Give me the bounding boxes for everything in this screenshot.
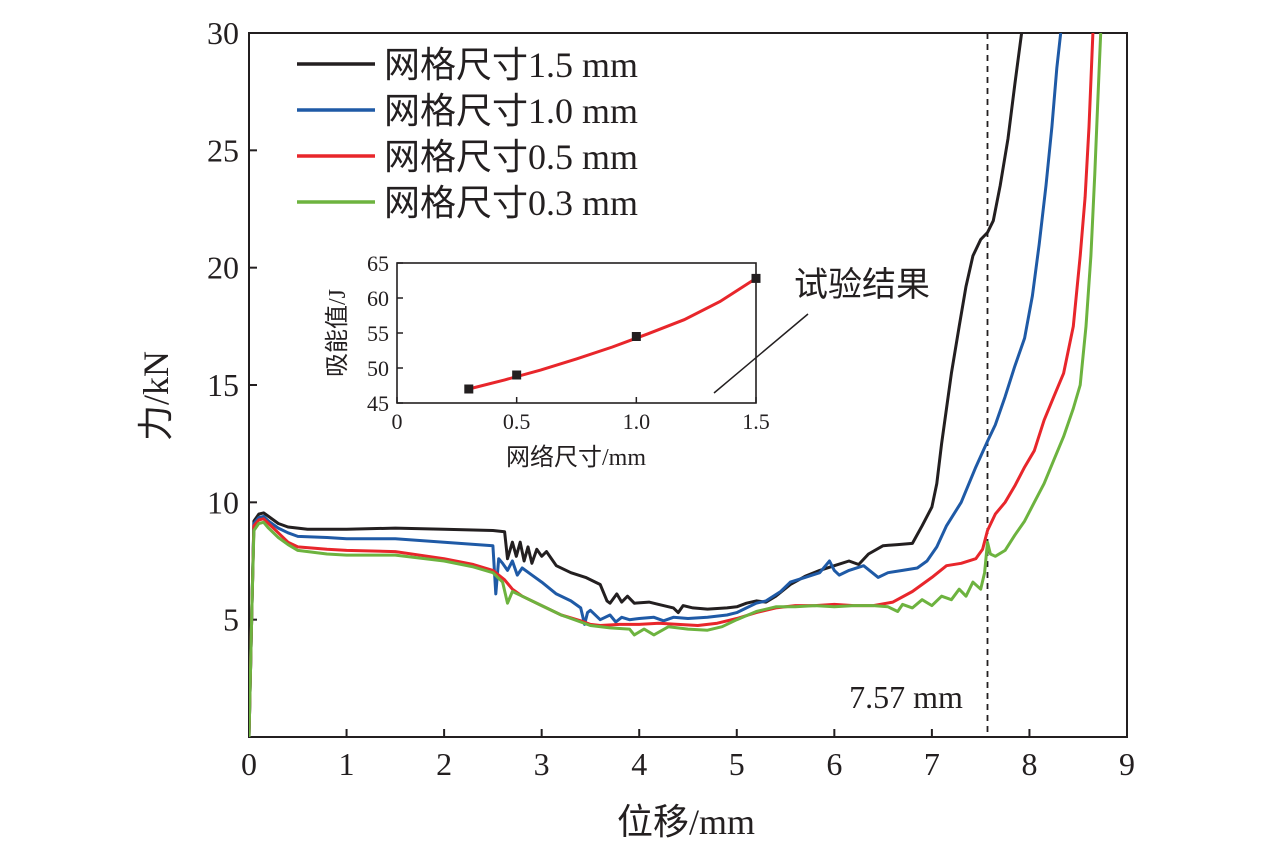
inset-series-group <box>464 273 761 394</box>
series-line-2 <box>249 33 1095 737</box>
y-tick-label: 15 <box>207 367 239 403</box>
inset-y-axis-label: 吸能值/J <box>324 289 351 377</box>
annotation-group: 7.57 mm <box>849 679 963 715</box>
inset-x-tick-label: 0.5 <box>503 409 531 434</box>
inset-x-tick-label: 1.0 <box>623 409 651 434</box>
inset-plot-area: 0 0.5 1.0 1.5 45 50 55 60 65 <box>367 251 770 434</box>
inset-data-point <box>631 332 641 341</box>
y-tick-label: 20 <box>207 250 239 286</box>
legend-label: 网格尺寸1.0 mm <box>384 91 638 131</box>
series-line-3 <box>249 33 1103 737</box>
legend-label: 网格尺寸0.3 mm <box>384 183 638 223</box>
y-axis-label: 力/kN <box>136 351 176 441</box>
legend-label: 网格尺寸0.5 mm <box>384 137 638 177</box>
inset-data-point <box>751 273 761 283</box>
x-tick-label: 5 <box>729 746 745 782</box>
inset-x-tick-label: 0 <box>392 409 403 434</box>
y-tick-label: 25 <box>207 132 239 168</box>
y-tick-label: 30 <box>207 15 239 51</box>
inset-data-point <box>464 384 474 394</box>
inset-plot-frame <box>396 262 757 404</box>
inset-y-tick-label: 65 <box>367 251 389 276</box>
x-tick-label: 9 <box>1119 746 1135 782</box>
y-tick-label: 10 <box>207 484 239 520</box>
inset-y-tick-label: 60 <box>367 286 389 311</box>
inset-y-tick-label: 45 <box>367 391 389 416</box>
callout-leader-line <box>713 313 809 394</box>
main-axis-labels: 位移/mm 力/kN <box>136 351 755 842</box>
inset-data-point <box>512 370 522 380</box>
series-line-0 <box>249 33 1024 737</box>
x-tick-label: 1 <box>339 746 355 782</box>
inset-x-axis-label: 网络尺寸/mm <box>506 444 646 471</box>
x-axis-label: 位移/mm <box>617 802 755 842</box>
y-tick-label: 5 <box>223 602 239 638</box>
callout-label: 试验结果 <box>794 266 930 304</box>
callout-group: 试验结果 <box>713 266 930 394</box>
x-tick-label: 4 <box>631 746 647 782</box>
x-tick-label: 3 <box>534 746 550 782</box>
legend-label: 网格尺寸1.5 mm <box>384 45 638 85</box>
x-tick-label: 6 <box>826 746 842 782</box>
series-line-1 <box>249 33 1063 737</box>
inset-x-tick-label: 1.5 <box>742 409 770 434</box>
x-tick-label: 2 <box>436 746 452 782</box>
inset-y-tick-label: 55 <box>367 321 389 346</box>
inset-axis-labels: 网络尺寸/mm 吸能值/J <box>324 289 646 471</box>
legend: 网格尺寸1.5 mm 网格尺寸1.0 mm 网格尺寸0.5 mm 网格尺寸0.3 mm <box>297 45 638 223</box>
main-series-group <box>249 33 1103 737</box>
x-tick-label: 7 <box>924 746 940 782</box>
x-tick-label: 8 <box>1021 746 1037 782</box>
inset-y-tick-label: 50 <box>367 356 389 381</box>
x-tick-label: 0 <box>241 746 257 782</box>
annotation-label: 7.57 mm <box>849 679 963 715</box>
